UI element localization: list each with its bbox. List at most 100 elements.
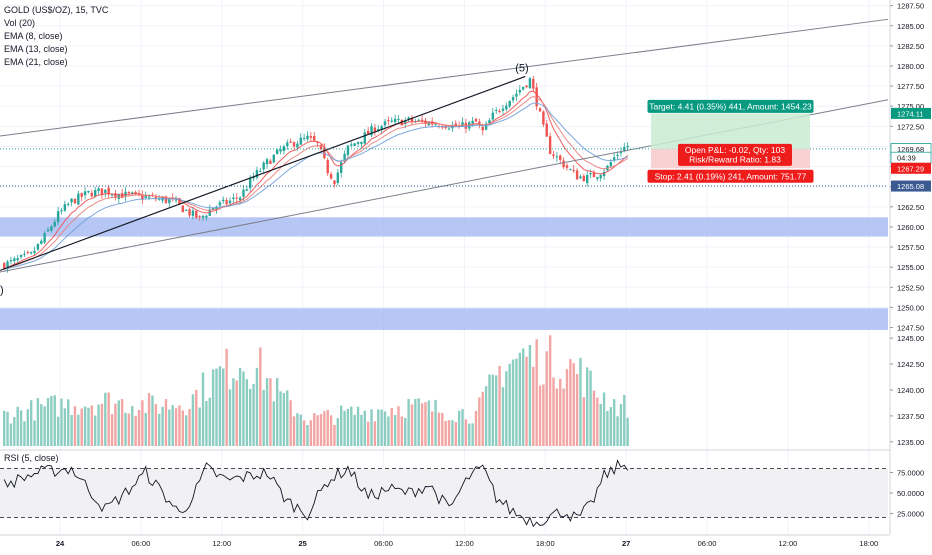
candle-body xyxy=(508,100,511,107)
volume-bar xyxy=(451,420,454,446)
price-badge-label: 1269.68 xyxy=(897,145,924,154)
volume-bar xyxy=(528,344,532,446)
volume-bar xyxy=(471,423,474,446)
volume-bar xyxy=(53,395,56,446)
candle-body xyxy=(390,120,393,122)
candle-body xyxy=(336,172,340,183)
volume-bar xyxy=(538,385,542,446)
volume-bar xyxy=(23,421,26,446)
candle-body xyxy=(141,195,144,200)
volume-bar xyxy=(275,378,279,446)
volume-bar xyxy=(518,352,522,446)
volume-bar xyxy=(141,400,144,446)
volume-bar xyxy=(329,415,333,446)
volume-bar xyxy=(181,410,185,446)
candle-body xyxy=(83,191,87,196)
candle-body xyxy=(343,153,346,161)
candle-body xyxy=(16,258,19,261)
volume-bar xyxy=(360,414,363,446)
volume-bar xyxy=(326,409,329,446)
candle-body xyxy=(366,130,370,135)
candle-body xyxy=(518,89,522,93)
symbol-title[interactable]: GOLD (US$/OZ), 15, TVC xyxy=(4,5,109,15)
candle-body xyxy=(474,119,478,122)
volume-bar xyxy=(73,406,77,446)
grid-lines xyxy=(0,0,888,534)
volume-bar xyxy=(77,414,80,446)
volume-bar xyxy=(222,368,225,446)
candle-body xyxy=(178,197,181,205)
volume-bar xyxy=(158,413,161,446)
volume-bar xyxy=(269,378,272,446)
volume-bar xyxy=(60,398,63,446)
candle-body xyxy=(582,175,586,182)
legend-indicator-ema13[interactable]: EMA (13, close) xyxy=(4,44,68,54)
volume-bar xyxy=(191,394,195,446)
volume-bar xyxy=(521,348,525,446)
candle-body xyxy=(569,169,572,171)
price-tick-label: 1237.50 xyxy=(897,412,924,421)
candle-body xyxy=(23,253,26,255)
candle-body xyxy=(275,149,279,155)
volume-bar xyxy=(333,424,336,446)
rsi-line xyxy=(3,459,629,528)
candle-body xyxy=(60,210,63,212)
candle-body xyxy=(181,205,185,213)
volume-bar xyxy=(619,404,623,446)
candles xyxy=(3,75,629,273)
volume-bar xyxy=(592,390,596,446)
candle-body xyxy=(50,226,53,231)
candle-body xyxy=(53,221,56,227)
candle-body xyxy=(104,189,107,193)
legend-indicator-ema8[interactable]: EMA (8, close) xyxy=(4,31,63,41)
candle-body xyxy=(592,172,596,178)
volume-bar xyxy=(535,339,538,446)
volume-bar xyxy=(616,416,619,446)
volume-bar xyxy=(373,421,377,446)
candle-body xyxy=(373,127,377,133)
volume-bar xyxy=(565,369,569,446)
volume-bar xyxy=(289,400,292,446)
candle-body xyxy=(579,176,582,179)
volume-bar xyxy=(586,367,589,446)
price-tick-label: 1245.00 xyxy=(897,334,924,343)
volume-bar xyxy=(174,408,178,446)
candle-body xyxy=(565,165,569,168)
candle-body xyxy=(309,136,313,138)
candle-body xyxy=(542,111,545,125)
legend-indicator-vol[interactable]: Vol (20) xyxy=(4,18,36,28)
candle-body xyxy=(168,199,171,204)
candle-body xyxy=(515,93,518,97)
candle-body xyxy=(387,120,390,122)
volume-bar xyxy=(353,414,356,446)
time-tick-label: 18:00 xyxy=(859,539,878,548)
legend-indicator-ema21[interactable]: EMA (21, close) xyxy=(4,57,68,67)
candle-body xyxy=(238,197,242,201)
volume-bar xyxy=(380,409,383,446)
chart-legend: GOLD (US$/OZ), 15, TVC Vol (20) EMA (8, … xyxy=(4,4,108,69)
volume-bar xyxy=(151,395,154,446)
candle-body xyxy=(36,243,40,250)
price-badge-label: 04:39 xyxy=(897,154,916,163)
volume-bar xyxy=(29,400,33,446)
volume-bar xyxy=(464,419,468,446)
candle-body xyxy=(478,121,481,126)
volume-bar xyxy=(272,401,275,446)
volume-bar xyxy=(491,374,495,446)
volume-bar xyxy=(100,403,104,446)
candle-body xyxy=(619,151,623,154)
volume-bar xyxy=(279,391,282,446)
volume-bar xyxy=(225,348,228,446)
volume-bar xyxy=(390,407,393,446)
candle-body xyxy=(552,154,555,156)
stop-label-box xyxy=(647,169,814,183)
candle-body xyxy=(3,263,6,270)
rsi-legend-label[interactable]: RSI (5, close) xyxy=(4,453,59,463)
price-tick-label: 1257.50 xyxy=(897,243,924,252)
volume-bar xyxy=(420,403,424,446)
volume-bar xyxy=(387,416,390,446)
volume-bar xyxy=(370,409,373,446)
time-tick-label: 12:00 xyxy=(779,539,798,548)
